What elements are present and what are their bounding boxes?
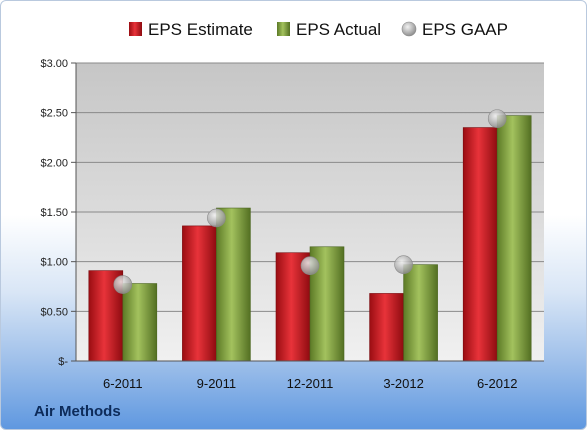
y-tick-label: $0.50 [40, 306, 68, 318]
bar-eps-actual [122, 283, 158, 362]
y-tick-label: $3.00 [40, 58, 68, 70]
x-tick-label: 6-2012 [477, 376, 517, 391]
legend-label: EPS Estimate [148, 20, 253, 39]
gaap-markers [113, 109, 507, 294]
legend: EPS Estimate EPS Actual EPS GAAP [129, 20, 508, 39]
marker-eps-gaap [207, 208, 226, 228]
company-name: Air Methods [34, 403, 121, 420]
legend-swatch-eps-actual [277, 22, 290, 36]
legend-swatch-eps-gaap [401, 21, 417, 37]
bar-eps-actual [403, 264, 438, 362]
bar-eps-estimate [462, 127, 498, 362]
marker-eps-gaap [300, 256, 320, 275]
bars [88, 115, 532, 362]
bar-eps-actual [216, 207, 251, 362]
legend-label: EPS Actual [296, 20, 381, 39]
y-tick-label: $2.50 [40, 108, 68, 120]
y-tick-label: $1.00 [40, 257, 68, 269]
legend-label: EPS GAAP [422, 20, 508, 39]
x-axis: 6-2011 9-2011 12-2011 3-2012 6-2012 [76, 360, 544, 391]
bar-eps-estimate [182, 225, 217, 362]
marker-eps-gaap [487, 109, 507, 128]
y-tick-label: $1.50 [40, 207, 68, 219]
marker-eps-gaap [394, 255, 413, 274]
bar-eps-actual [496, 115, 532, 362]
y-axis: $- $0.50 $1.00 $1.50 $2.00 $2.50 $3.00 [40, 58, 77, 368]
y-tick-label: $- [58, 356, 68, 368]
bar-eps-estimate [369, 293, 404, 362]
marker-eps-gaap [113, 275, 133, 294]
x-tick-label: 6-2011 [103, 376, 143, 391]
x-tick-label: 3-2012 [383, 376, 423, 391]
y-tick-label: $2.00 [40, 157, 68, 169]
x-tick-label: 9-2011 [197, 376, 237, 391]
x-tick-label: 12-2011 [287, 376, 334, 391]
legend-swatch-eps-estimate [129, 22, 142, 36]
